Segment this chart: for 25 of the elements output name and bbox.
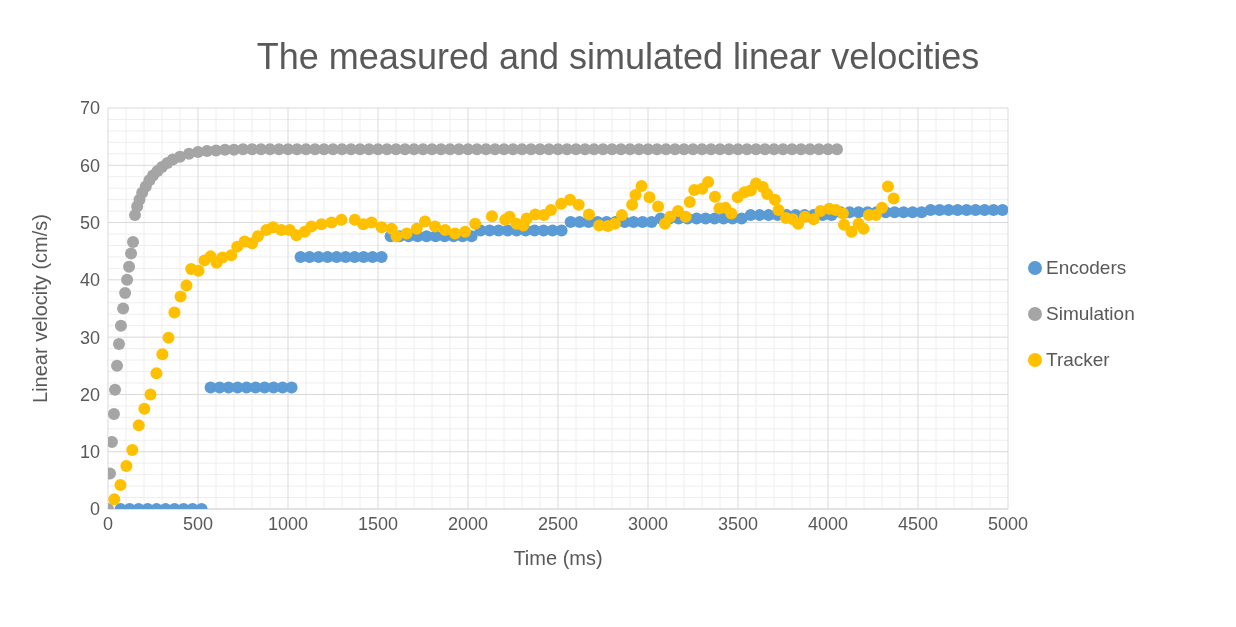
legend-label: Tracker (1046, 348, 1110, 370)
x-tick-label: 3000 (627, 513, 669, 534)
x-tick-label: 0 (102, 513, 114, 534)
x-tick-label: 2000 (447, 513, 489, 534)
x-tick-label: 500 (182, 513, 214, 534)
y-axis-title: Linear velocity (cm/s) (29, 214, 52, 403)
x-tick-label: 3500 (717, 513, 759, 534)
x-tick-label: 4000 (807, 513, 849, 534)
y-tick-label: 50 (79, 212, 100, 233)
y-tick-label: 20 (79, 384, 100, 405)
x-tick-label: 5000 (987, 513, 1029, 534)
y-tick-label: 60 (79, 155, 100, 176)
y-tick-label: 70 (79, 98, 100, 119)
y-tick-label: 10 (79, 442, 100, 463)
y-tick-label: 30 (79, 327, 100, 348)
x-axis-title: Time (ms) (513, 547, 603, 569)
x-tick-label: 1000 (267, 513, 309, 534)
x-tick-label: 4500 (897, 513, 939, 534)
legend-label: Encoders (1046, 256, 1127, 278)
y-tick-label: 40 (79, 270, 100, 291)
x-tick-label: 1500 (357, 513, 399, 534)
legend-label: Simulation (1046, 302, 1135, 324)
x-tick-label: 2500 (537, 513, 579, 534)
chart-title: The measured and simulated linear velocities (255, 36, 981, 78)
y-tick-label: 0 (89, 499, 100, 520)
